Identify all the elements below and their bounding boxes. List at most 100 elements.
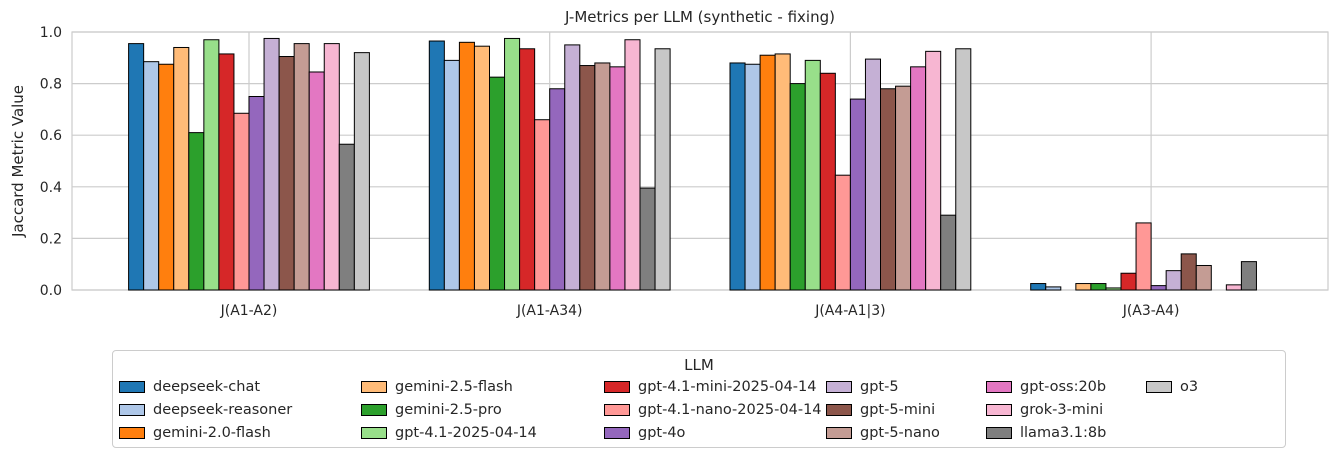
- y-tick-label: 1.0: [40, 25, 62, 41]
- y-axis-label: Jaccard Metric Value: [9, 85, 27, 238]
- legend-swatch: [361, 381, 387, 393]
- legend-swatch: [826, 381, 852, 393]
- bar: [473, 45, 491, 291]
- bar: [323, 43, 340, 291]
- legend-item: o3: [1146, 376, 1198, 398]
- legend-label: gpt-4.1-2025-04-14: [395, 425, 537, 441]
- legend-item: grok-3-mini: [986, 399, 1103, 421]
- legend-label: gpt-5-nano: [860, 425, 940, 441]
- bar: [1150, 285, 1167, 291]
- bar: [173, 46, 190, 291]
- bars-group: [128, 37, 1257, 291]
- bar: [624, 39, 641, 291]
- bar: [849, 98, 866, 291]
- bar: [955, 48, 972, 291]
- legend-item: gpt-4.1-mini-2025-04-14: [604, 376, 817, 398]
- legend-label: deepseek-chat: [153, 379, 261, 395]
- legend-label: grok-3-mini: [1020, 402, 1104, 418]
- legend-item: gemini-2.5-flash: [361, 376, 513, 398]
- legend-title: LLM: [684, 356, 714, 374]
- legend-swatch: [986, 381, 1012, 393]
- legend-swatch: [1146, 381, 1172, 393]
- bar: [819, 72, 836, 291]
- legend-swatch: [119, 381, 145, 393]
- bar: [864, 58, 882, 291]
- legend-item: deepseek-reasoner: [119, 399, 292, 421]
- bar: [534, 119, 551, 291]
- bar: [1120, 272, 1137, 291]
- bar: [774, 53, 791, 291]
- legend-item: gpt-4.1-2025-04-14: [361, 422, 537, 444]
- x-tick-labels: J(A1-A2) J(A1-A34) J(A4-A1|3) J(A3-A4): [220, 303, 1180, 319]
- bar: [233, 112, 250, 291]
- bar: [278, 56, 295, 291]
- x-tick-label: J(A1-A2): [220, 303, 278, 319]
- bar: [263, 37, 280, 291]
- legend-label: gpt-4o: [638, 425, 686, 441]
- bar: [594, 62, 611, 291]
- bar: [744, 63, 761, 291]
- bar: [759, 54, 776, 291]
- legend: LLM deepseek-chat deepseek-reasoner gemini…: [112, 350, 1286, 448]
- legend-label: llama3.1:8b: [1020, 425, 1107, 441]
- bar: [158, 63, 175, 291]
- legend-swatch: [604, 427, 630, 439]
- legend-swatch: [986, 404, 1012, 416]
- legend-item: deepseek-chat: [119, 376, 260, 398]
- y-tick-label: 0.2: [40, 231, 62, 247]
- bar: [880, 88, 897, 291]
- bar: [1165, 270, 1182, 291]
- bar: [308, 71, 325, 291]
- legend-label: gemini-2.5-pro: [395, 402, 502, 418]
- legend-swatch: [119, 427, 145, 439]
- bar: [143, 61, 160, 291]
- bar: [925, 50, 942, 291]
- bar: [1075, 283, 1092, 291]
- x-tick-label: J(A3-A4): [1122, 303, 1180, 319]
- y-tick-label: 0.8: [40, 77, 62, 93]
- bar: [1030, 283, 1047, 291]
- legend-swatch: [826, 427, 852, 439]
- bar: [1195, 264, 1212, 291]
- legend-item: gpt-oss:20b: [986, 376, 1106, 398]
- bar: [910, 66, 927, 291]
- bar: [489, 76, 506, 291]
- plot-area: [71, 31, 1329, 291]
- bar: [1225, 284, 1242, 291]
- legend-label: gpt-5: [860, 379, 899, 395]
- y-tick-label: 0.6: [40, 128, 62, 144]
- legend-swatch: [986, 427, 1012, 439]
- legend-label: deepseek-reasoner: [153, 402, 293, 418]
- bar: [353, 52, 370, 291]
- legend-swatch: [361, 427, 387, 439]
- bar: [940, 214, 957, 291]
- bar: [789, 83, 806, 291]
- legend-label: gemini-2.0-flash: [153, 425, 271, 441]
- bar: [1045, 286, 1062, 291]
- bar: [338, 143, 355, 291]
- x-tick-label: J(A1-A34): [516, 303, 583, 319]
- y-tick-label: 0.4: [40, 180, 62, 196]
- bar: [654, 48, 671, 291]
- bar: [248, 96, 265, 291]
- bar: [203, 39, 220, 291]
- legend-label: gemini-2.5-flash: [395, 379, 513, 395]
- bar: [579, 65, 596, 291]
- legend-label: gpt-oss:20b: [1020, 379, 1107, 395]
- bar: [188, 132, 205, 291]
- legend-item: gpt-4.1-nano-2025-04-14: [604, 399, 822, 421]
- bar: [564, 44, 581, 291]
- legend-item: gpt-5-mini: [826, 399, 935, 421]
- bar: [458, 41, 475, 291]
- y-tick-label: 0.0: [40, 283, 62, 299]
- legend-item: gpt-4o: [604, 422, 685, 444]
- legend-swatch: [361, 404, 387, 416]
- bar: [128, 43, 145, 291]
- legend-item: gpt-5-nano: [826, 422, 940, 444]
- bar: [804, 59, 821, 291]
- legend-label: gpt-4.1-mini-2025-04-14: [638, 379, 817, 395]
- legend-label: gpt-5-mini: [860, 402, 936, 418]
- legend-label: o3: [1180, 379, 1199, 395]
- y-tick-labels: 0.0 0.2 0.4 0.6 0.8 1.0: [40, 25, 62, 299]
